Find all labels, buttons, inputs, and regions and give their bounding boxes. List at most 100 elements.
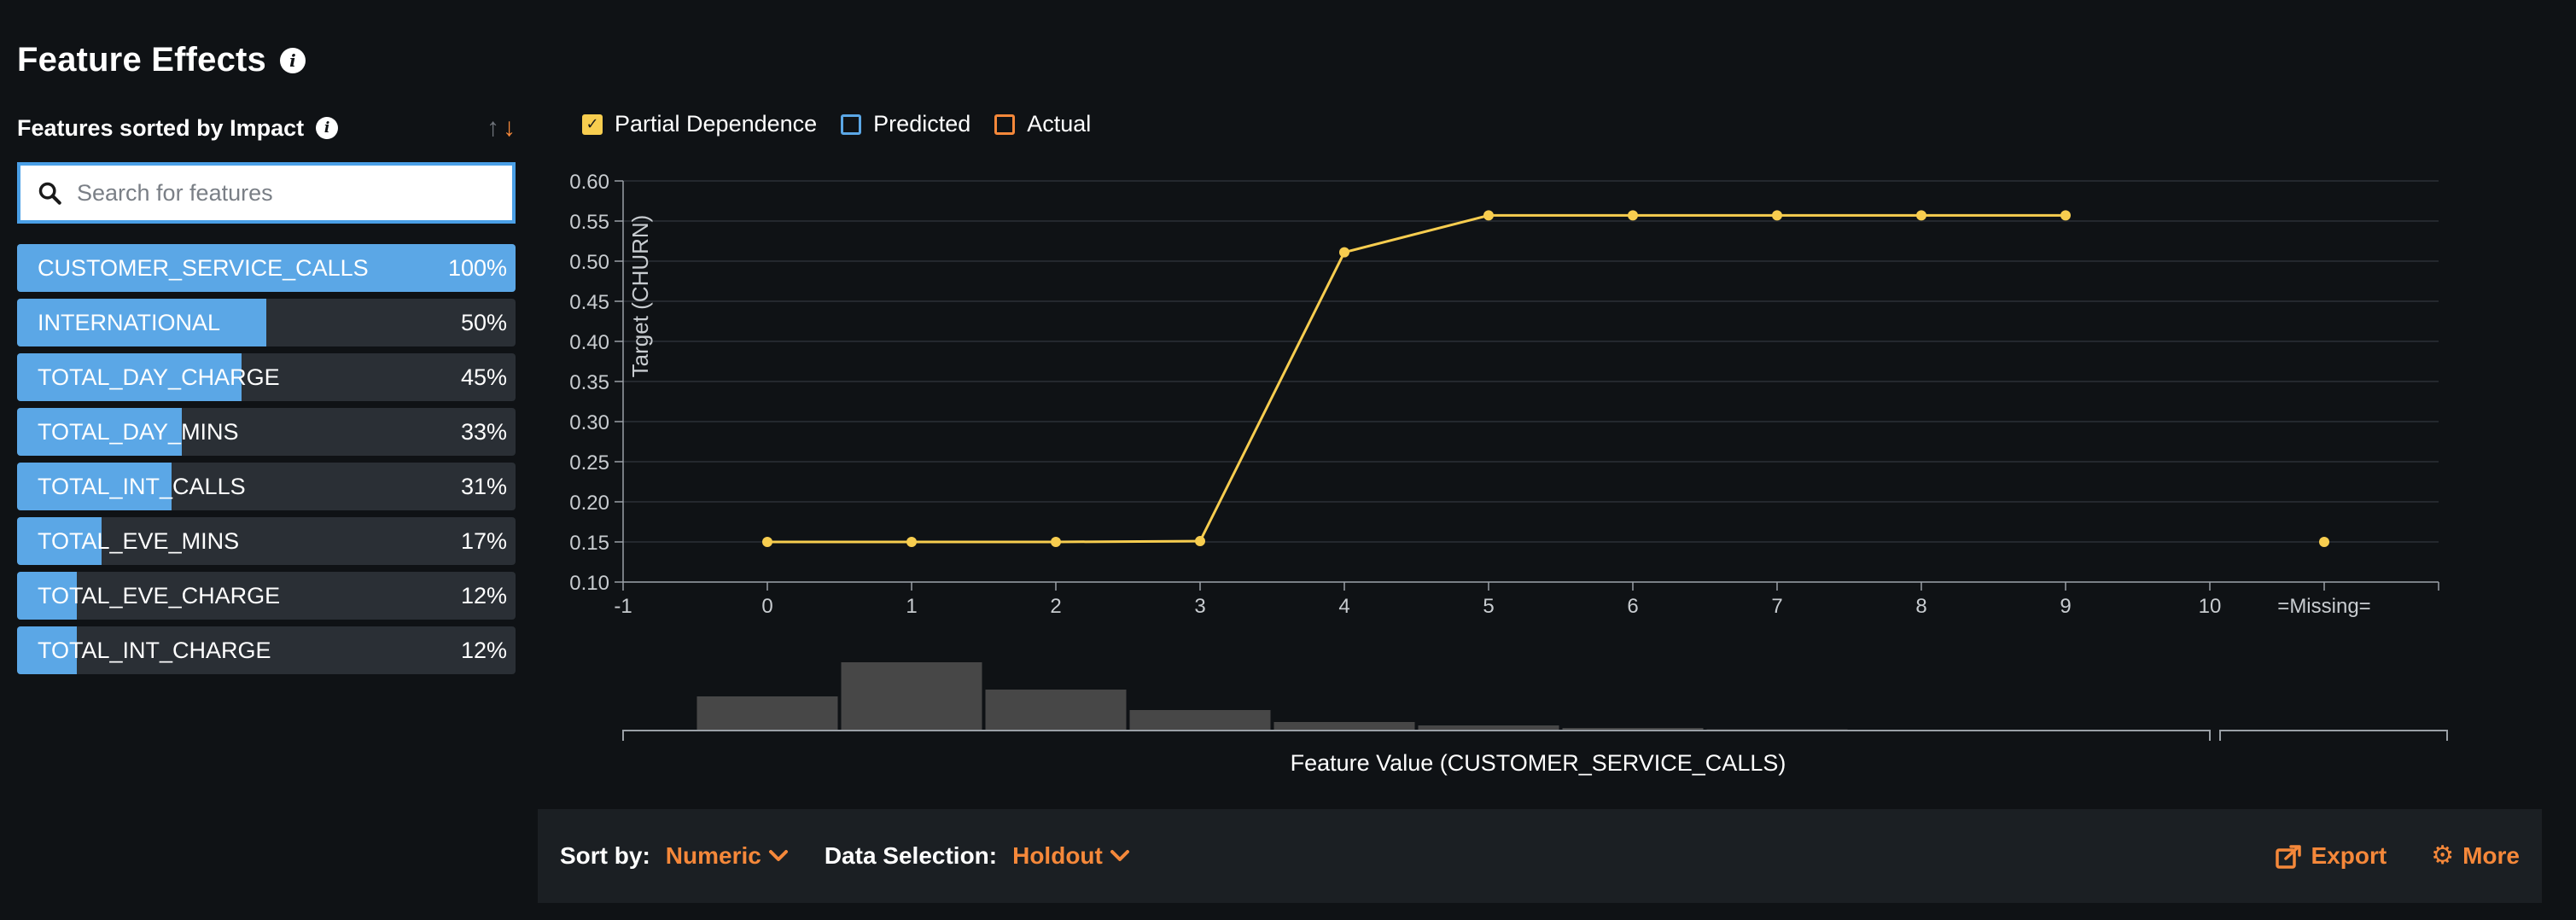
feature-panel: Features sorted by Impact i ↑ ↓ CUSTOMER… xyxy=(17,111,516,674)
feature-impact-pct: 100% xyxy=(447,255,507,281)
feature-name: CUSTOMER_SERVICE_CALLS xyxy=(38,255,369,281)
x-tick-label: 9 xyxy=(2060,595,2071,618)
search-input[interactable] xyxy=(77,179,487,207)
feature-impact-bar xyxy=(17,626,78,674)
histogram-bar xyxy=(841,662,982,731)
export-label: Export xyxy=(2311,842,2387,869)
histogram-bar xyxy=(1562,728,1704,731)
search-box[interactable] xyxy=(17,162,516,224)
feature-impact-bar xyxy=(17,572,78,620)
y-tick-label: 0.60 xyxy=(569,171,609,194)
y-axis-label: Target (CHURN) xyxy=(627,215,653,378)
partial-dependence-chart: 0.10 0.15 0.20 0.25 0.30 0.35 0.40 0.45 0.50 0.55… xyxy=(569,171,2448,776)
feature-panel-title: Features sorted by Impact xyxy=(17,114,305,141)
feature-impact-pct: 17% xyxy=(460,528,507,554)
feature-row[interactable]: TOTAL_INT_CHARGE 12% xyxy=(17,626,516,674)
info-icon[interactable]: i xyxy=(279,47,306,73)
feature-row[interactable]: TOTAL_INT_CALLS 31% xyxy=(17,463,516,510)
page-title: Feature Effects xyxy=(17,41,266,79)
feature-name: TOTAL_DAY_MINS xyxy=(38,419,239,445)
legend-predicted[interactable]: Predicted xyxy=(841,111,970,137)
y-tick-label: 0.35 xyxy=(569,371,609,394)
checkbox-unchecked-icon[interactable] xyxy=(994,114,1016,135)
arrow-down-icon[interactable]: ↓ xyxy=(503,114,516,142)
feature-list: CUSTOMER_SERVICE_CALLS 100% INTERNATIONAL… xyxy=(17,244,516,674)
chevron-down-icon xyxy=(1110,850,1129,861)
x-tick-label: 0 xyxy=(761,595,772,618)
feature-impact-bar xyxy=(17,408,182,456)
histogram-axis xyxy=(622,730,2211,741)
feature-row[interactable]: CUSTOMER_SERVICE_CALLS 100% xyxy=(17,244,516,292)
feature-name: TOTAL_DAY_CHARGE xyxy=(38,364,280,390)
feature-impact-pct: 33% xyxy=(460,419,507,445)
x-tick-label: 8 xyxy=(1915,595,1926,618)
feature-name: TOTAL_EVE_MINS xyxy=(38,528,240,554)
y-tick-label: 0.45 xyxy=(569,291,609,314)
x-tick-label: 5 xyxy=(1483,595,1494,618)
feature-row[interactable]: INTERNATIONAL 50% xyxy=(17,299,516,346)
feature-row[interactable]: TOTAL_DAY_MINS 33% xyxy=(17,408,516,456)
feature-panel-header: Features sorted by Impact i ↑ ↓ xyxy=(17,111,516,145)
y-tick-label: 0.30 xyxy=(569,411,609,434)
info-icon[interactable]: i xyxy=(316,117,339,139)
x-tick-label: 3 xyxy=(1194,595,1205,618)
y-tick-label: 0.25 xyxy=(569,451,609,475)
feature-impact-pct: 12% xyxy=(460,583,507,608)
arrow-up-icon[interactable]: ↑ xyxy=(487,114,499,142)
data-point xyxy=(2060,210,2071,221)
sort-direction[interactable]: ↑ ↓ xyxy=(487,114,516,143)
feature-impact-pct: 50% xyxy=(460,310,507,335)
export-icon xyxy=(2275,845,2301,869)
export-button[interactable]: Export xyxy=(2275,842,2387,870)
histogram-bar xyxy=(696,696,838,731)
feature-impact-pct: 12% xyxy=(460,638,507,663)
more-button[interactable]: ⚙ More xyxy=(2431,842,2520,870)
feature-name: TOTAL_INT_CALLS xyxy=(38,474,246,499)
feature-impact-pct: 45% xyxy=(460,364,507,390)
y-tick-label: 0.40 xyxy=(569,331,609,354)
feature-row[interactable]: TOTAL_DAY_CHARGE 45% xyxy=(17,353,516,401)
x-tick-label: 2 xyxy=(1050,595,1061,618)
search-icon xyxy=(38,182,61,205)
data-selection-dropdown[interactable]: Holdout xyxy=(1012,842,1130,870)
legend-label: Predicted xyxy=(873,111,971,137)
data-selection-label: Data Selection: xyxy=(824,842,998,869)
missing-tick-label: =Missing= xyxy=(2277,595,2370,618)
feature-impact-bar xyxy=(17,353,242,401)
feature-impact-bar xyxy=(17,463,172,510)
x-tick-label: 6 xyxy=(1627,595,1638,618)
data-point xyxy=(1483,210,1494,221)
x-tick-label: 4 xyxy=(1338,595,1349,618)
page-title-row: Feature Effects i xyxy=(17,41,306,79)
sort-by-dropdown[interactable]: Numeric xyxy=(666,842,789,870)
legend-label: Partial Dependence xyxy=(615,111,818,137)
data-point xyxy=(1051,537,1061,547)
y-tick-label: 0.50 xyxy=(569,251,609,274)
x-tick-label: 7 xyxy=(1771,595,1782,618)
gear-icon: ⚙ xyxy=(2431,841,2455,870)
data-point xyxy=(1916,210,1926,221)
chart-footer: Sort by: Numeric Data Selection: Holdout… xyxy=(538,809,2542,903)
histogram-bar xyxy=(1129,710,1271,731)
y-tick-label: 0.15 xyxy=(569,532,609,555)
legend-partial-dependence[interactable]: ✓ Partial Dependence xyxy=(582,111,817,137)
feature-row[interactable]: TOTAL_EVE_CHARGE 12% xyxy=(17,572,516,620)
feature-row[interactable]: TOTAL_EVE_MINS 17% xyxy=(17,517,516,565)
y-tick-label: 0.10 xyxy=(569,572,609,595)
data-selection-value: Holdout xyxy=(1012,842,1103,869)
data-point xyxy=(1195,536,1205,547)
chevron-down-icon xyxy=(768,850,788,861)
missing-value-point xyxy=(2319,537,2329,547)
checkbox-checked-icon[interactable]: ✓ xyxy=(582,114,603,135)
feature-name: TOTAL_EVE_CHARGE xyxy=(38,583,281,608)
y-tick-label: 0.20 xyxy=(569,492,609,515)
feature-name: INTERNATIONAL xyxy=(38,310,221,335)
legend-actual[interactable]: Actual xyxy=(994,111,1091,137)
feature-impact-bar xyxy=(17,244,516,292)
sort-by-label: Sort by: xyxy=(560,842,650,869)
checkbox-unchecked-icon[interactable] xyxy=(841,114,862,135)
histogram-missing-axis xyxy=(2219,730,2448,741)
data-point xyxy=(1628,210,1638,221)
x-tick-label: 10 xyxy=(2199,595,2222,618)
x-axis-label: Feature Value (CUSTOMER_SERVICE_CALLS) xyxy=(1291,750,1786,776)
